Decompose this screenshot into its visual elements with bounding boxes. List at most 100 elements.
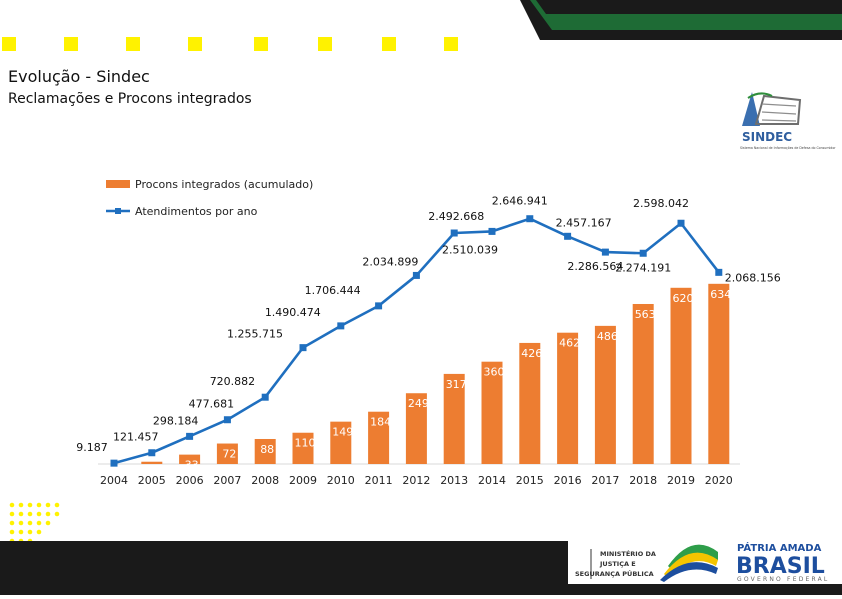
decor-dot <box>36 502 42 508</box>
yellow-square <box>444 37 458 51</box>
decor-dot <box>18 502 24 508</box>
line-label-2007: 477.681 <box>189 398 235 411</box>
line-label-2019: 2.598.042 <box>633 197 689 210</box>
bar-2010 <box>330 421 352 464</box>
yellow-square <box>2 37 16 51</box>
line-point-2012 <box>412 271 420 279</box>
decor-dot <box>54 511 60 517</box>
yellow-square <box>382 37 396 51</box>
legend-line-marker <box>115 208 121 214</box>
bar-2009 <box>292 432 314 464</box>
line-point-2006 <box>186 432 194 440</box>
line-label-2014: 2.510.039 <box>442 243 498 256</box>
ministry-line3: SEGURANÇA PÚBLICA <box>575 569 654 578</box>
line-point-2011 <box>375 302 383 310</box>
line-point-2008 <box>261 393 269 401</box>
line-point-2010 <box>337 322 345 330</box>
bar-2007 <box>216 443 238 464</box>
logo-sindec-text: SINDEC <box>742 130 792 144</box>
bar-2017 <box>594 325 616 464</box>
line-point-2014 <box>488 227 496 235</box>
decor-dot <box>36 520 42 526</box>
line-label-2010: 1.490.474 <box>265 306 321 319</box>
x-tick-2009: 2009 <box>289 474 317 487</box>
brand-line1: PÁTRIA AMADA <box>737 541 822 554</box>
bar-label-2015: 426 <box>521 347 542 360</box>
yellow-square <box>254 37 268 51</box>
bar-2015 <box>519 342 541 464</box>
bars-group <box>141 283 730 464</box>
x-tick-2007: 2007 <box>213 474 241 487</box>
dot-pattern <box>9 502 60 544</box>
x-tick-2017: 2017 <box>591 474 619 487</box>
decor-dot <box>27 529 33 535</box>
decor-dot <box>54 502 60 508</box>
yellow-square <box>126 37 140 51</box>
bar-label-2020: 634 <box>710 288 731 301</box>
brand-line2: BRASIL <box>736 554 825 579</box>
line-label-2008: 720.882 <box>210 375 256 388</box>
line-label-2005: 121.457 <box>113 431 159 444</box>
x-tick-2012: 2012 <box>402 474 430 487</box>
decor-dot <box>9 520 15 526</box>
corner-decoration <box>520 0 842 40</box>
bar-2005 <box>141 461 163 464</box>
decor-dot <box>27 520 33 526</box>
line-point-2007 <box>223 416 231 424</box>
line-label-2018: 2.274.191 <box>615 261 671 274</box>
line-label-2006: 298.184 <box>153 414 199 427</box>
yellow-square <box>188 37 202 51</box>
line-group <box>110 215 723 467</box>
decor-dot <box>18 529 24 535</box>
decor-dot <box>9 502 15 508</box>
x-tick-2018: 2018 <box>629 474 657 487</box>
bar-label-2016: 462 <box>559 337 580 350</box>
decor-dot <box>27 511 33 517</box>
line-point-2017 <box>601 248 609 256</box>
x-tick-2005: 2005 <box>138 474 166 487</box>
bar-label-2007: 72 <box>222 448 236 461</box>
x-tick-2011: 2011 <box>365 474 393 487</box>
x-tick-2020: 2020 <box>705 474 733 487</box>
logo-sindec-tagline: Sistema Nacional de Informações de Defes… <box>740 146 836 150</box>
line-point-2015 <box>526 215 534 223</box>
line-point-2018 <box>639 249 647 257</box>
line-label-2015: 2.646.941 <box>492 195 548 208</box>
legend-line-label: Atendimentos por ano <box>135 205 258 218</box>
x-tick-2008: 2008 <box>251 474 279 487</box>
x-tick-2010: 2010 <box>327 474 355 487</box>
bar-2012 <box>405 393 427 464</box>
line-label-2011: 1.706.444 <box>305 284 361 297</box>
footer: MINISTÉRIO DA JUSTIÇA E SEGURANÇA PÚBLIC… <box>0 541 842 595</box>
line-point-2004 <box>110 459 118 467</box>
x-tick-2006: 2006 <box>176 474 204 487</box>
ministry-line2: JUSTIÇA E <box>599 560 636 568</box>
line-label-2017: 2.286.564 <box>567 260 623 273</box>
yellow-square <box>318 37 332 51</box>
yellow-square-pattern <box>2 37 458 51</box>
decor-dot <box>9 529 15 535</box>
bar-label-2008: 88 <box>260 443 274 456</box>
decor-dot <box>9 511 15 517</box>
line-label-2013: 2.492.668 <box>428 210 484 223</box>
bar-2014 <box>481 361 503 464</box>
line-point-2020 <box>715 268 723 276</box>
page-title: Evolução - Sindec <box>8 67 150 86</box>
x-tick-2013: 2013 <box>440 474 468 487</box>
yellow-square <box>64 37 78 51</box>
bar-2018 <box>632 303 654 464</box>
decor-dot <box>36 529 42 535</box>
decor-dot <box>45 511 51 517</box>
line-point-2013 <box>450 229 458 237</box>
x-tick-2014: 2014 <box>478 474 506 487</box>
legend-bar-label: Procons integrados (acumulado) <box>135 178 313 191</box>
decor-dot <box>18 520 24 526</box>
bar-2020 <box>708 283 730 464</box>
bar-2013 <box>443 373 465 464</box>
decor-dot <box>45 502 51 508</box>
decor-dot <box>45 520 51 526</box>
logo-emblem-icon <box>742 92 760 126</box>
line-label-2020: 2.068.156 <box>725 271 781 284</box>
bar-label-2010: 149 <box>332 426 353 439</box>
bar-label-2017: 486 <box>597 330 618 343</box>
